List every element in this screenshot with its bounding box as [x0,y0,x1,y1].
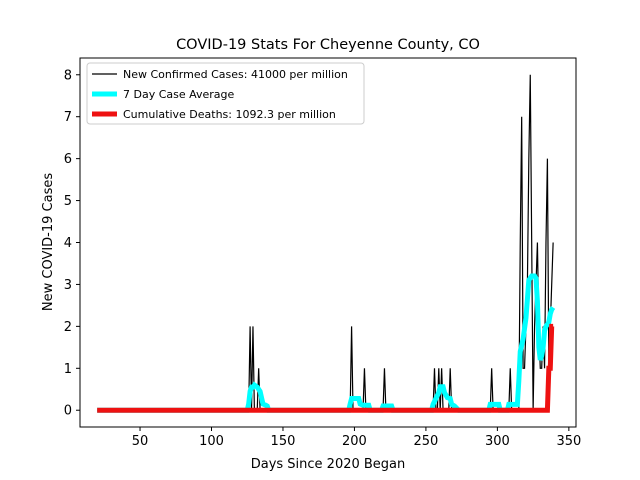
legend: New Confirmed Cases: 41000 per million 7 … [86,62,365,125]
y-axis: 0 1 2 3 4 5 6 7 8 [64,68,80,419]
y-tick-label: 0 [64,404,72,419]
chart-title: COVID-19 Stats For Cheyenne County, CO [176,37,480,53]
legend-label-2: 7 Day Case Average [123,88,235,101]
x-tick-label: 200 [342,434,367,449]
y-axis-label: New COVID-19 Cases [41,173,56,311]
x-tick-label: 100 [199,434,224,449]
legend-label-1: New Confirmed Cases: 41000 per million [123,68,348,81]
series-layer [97,74,556,413]
x-tick-label: 250 [413,434,438,449]
y-tick-label: 7 [64,110,72,125]
y-tick-label: 6 [64,152,72,167]
legend-box [86,62,365,125]
x-tick-label: 350 [556,434,581,449]
series-line-3 [97,323,555,413]
x-axis: 50 100 150 200 250 300 350 [132,427,581,449]
x-axis-label: Days Since 2020 Began [251,457,406,472]
y-tick-label: 8 [64,68,72,83]
x-tick-label: 150 [271,434,296,449]
y-tick-label: 3 [64,278,72,293]
x-tick-label: 300 [485,434,510,449]
y-tick-label: 2 [64,320,72,335]
y-tick-label: 1 [64,362,72,377]
legend-label-3: Cumulative Deaths: 1092.3 per million [123,108,336,121]
y-tick-label: 4 [64,236,72,251]
x-tick-label: 50 [132,434,149,449]
series-line-2 [97,273,556,413]
y-tick-label: 5 [64,194,72,209]
